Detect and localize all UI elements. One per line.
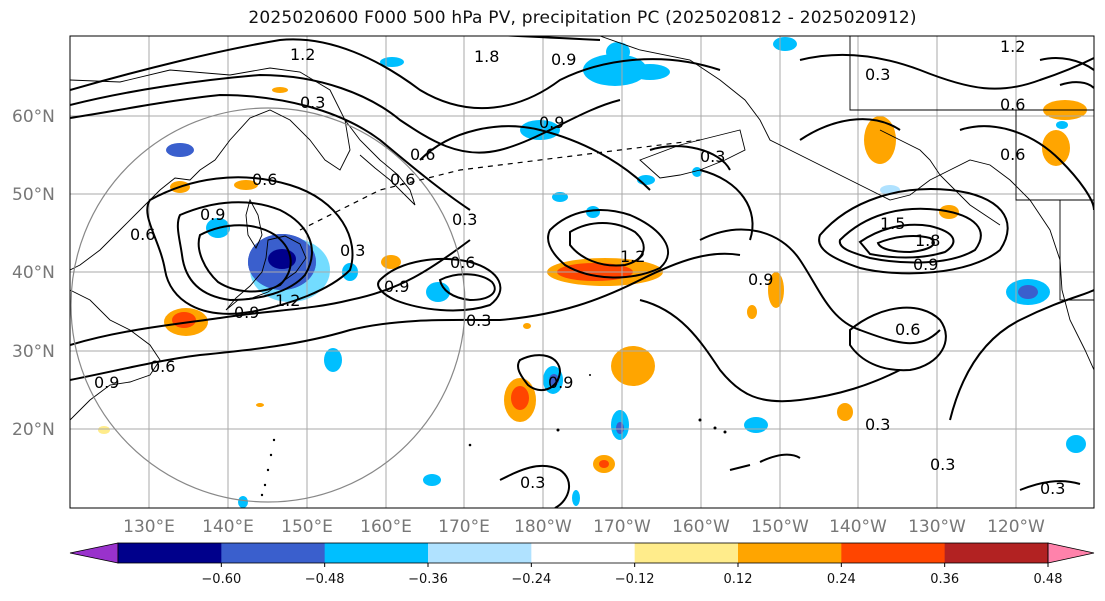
lat-label: 50°N (12, 185, 55, 205)
contour-label: 0.6 (150, 357, 175, 376)
pv-contours (70, 36, 1094, 508)
reference-track (299, 139, 701, 231)
map-title: 2025020600 F000 500 hPa PV, precipitatio… (248, 8, 917, 28)
contour-label: 0.9 (548, 373, 573, 392)
lon-label: 120°W (987, 517, 1045, 537)
contour-label: 0.3 (700, 147, 725, 166)
colorbar-tick-label: −0.60 (201, 572, 241, 587)
contour-label: 0.9 (539, 113, 564, 132)
contour-label: 0.6 (410, 145, 435, 164)
contour-label: 0.9 (913, 255, 938, 274)
contour-label: 1.2 (620, 247, 645, 266)
contour-label: 0.3 (340, 241, 365, 260)
colorbar-tick-label: −0.24 (511, 572, 551, 587)
lon-label: 130°E (123, 517, 175, 537)
colorbar: −0.60 −0.48 −0.36 −0.24 −0.12 0.12 0.24 0.36 0.4… (69, 542, 1095, 587)
colorbar-tick-label: 0.36 (930, 572, 959, 587)
lon-label: 160°W (672, 517, 730, 537)
colorbar-tick-label: −0.48 (305, 572, 345, 587)
lon-label: 140°W (829, 517, 887, 537)
lon-label: 170°W (593, 517, 651, 537)
contour-label: 0.6 (450, 253, 475, 272)
colorbar-segment (738, 543, 842, 563)
lon-label: 130°W (908, 517, 966, 537)
colorbar-segment (531, 543, 636, 563)
lon-label: 140°E (202, 517, 254, 537)
contour-label: 1.2 (290, 45, 315, 64)
lon-label: 150°E (281, 517, 333, 537)
lon-label: 150°W (751, 517, 809, 537)
lon-label: 170°E (438, 517, 490, 537)
contour-labels: 1.2 1.8 0.9 0.3 0.6 0.9 0.6 0.6 0.6 0.9 … (94, 37, 1065, 498)
contour-label: 0.9 (384, 277, 409, 296)
contour-label: 0.6 (130, 225, 155, 244)
contour-label: 1.8 (915, 231, 940, 250)
contour-label: 0.9 (200, 205, 225, 224)
lat-label: 20°N (12, 420, 55, 440)
contour-label: 0.3 (300, 93, 325, 112)
contour-label: 0.3 (520, 473, 545, 492)
colorbar-segment (841, 543, 946, 563)
contour-label: 0.9 (748, 270, 773, 289)
contour-label: 1.8 (474, 47, 499, 66)
contour-label: 0.9 (94, 373, 119, 392)
colorbar-segment (221, 543, 326, 563)
contour-label: 1.2 (1000, 37, 1025, 56)
contour-label: 0.6 (1000, 95, 1025, 114)
colorbar-tick-label: −0.36 (408, 572, 448, 587)
islands (260, 359, 727, 497)
contour-label: 1.5 (880, 214, 905, 233)
contour-label: 0.6 (1000, 145, 1025, 164)
contour-label: 0.6 (390, 170, 415, 189)
colorbar-tick-label: 0.24 (827, 572, 856, 587)
contour-label: 0.3 (466, 311, 491, 330)
lat-label: 60°N (12, 107, 55, 127)
lat-label: 30°N (12, 342, 55, 362)
contour-label: 0.3 (1040, 479, 1065, 498)
colorbar-segment (118, 543, 222, 563)
reference-circle (70, 107, 466, 503)
colorbar-segment (428, 543, 532, 563)
colorbar-tick-label: −0.12 (615, 572, 655, 587)
colorbar-segment (944, 543, 1049, 563)
shade-negative (268, 249, 296, 269)
contour-label: 0.3 (930, 455, 955, 474)
colorbar-tick-label: 0.12 (724, 572, 753, 587)
colorbar-tick-label: 0.48 (1034, 572, 1063, 587)
contour-label: 0.9 (234, 303, 259, 322)
lon-label: 180°W (514, 517, 572, 537)
contour-label: 0.6 (252, 170, 277, 189)
contour-label: 0.6 (895, 320, 920, 339)
colorbar-segment (634, 543, 739, 563)
longitude-labels: 130°E 140°E 150°E 160°E 170°E 180°W 170°… (123, 517, 1045, 537)
contour-label: 0.3 (452, 210, 477, 229)
lat-label: 40°N (12, 263, 55, 283)
lon-label: 160°E (360, 517, 412, 537)
contour-label: 0.3 (865, 415, 890, 434)
latitude-labels: 60°N 50°N 40°N 30°N 20°N (12, 107, 55, 440)
colorbar-extend-high (1047, 542, 1095, 564)
contour-label: 0.9 (551, 50, 576, 69)
contour-label: 0.3 (865, 65, 890, 84)
colorbar-segment (324, 543, 429, 563)
colorbar-extend-low (69, 542, 119, 564)
contour-label: 1.2 (275, 291, 300, 310)
